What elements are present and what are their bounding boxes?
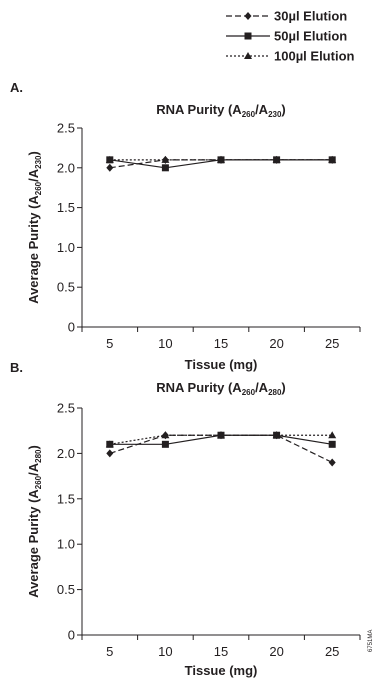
panel-label: B. (10, 360, 23, 375)
legend-entry: 100µl Elution (226, 49, 355, 64)
y-tick-label: 2.0 (57, 446, 75, 461)
legend-entry: 50µl Elution (226, 29, 347, 44)
x-tick-label: 20 (269, 644, 283, 659)
legend-marker (244, 12, 252, 20)
x-tick-label: 5 (106, 644, 113, 659)
y-tick-label: 2.5 (57, 401, 75, 416)
legend-label: 50µl Elution (274, 29, 347, 44)
x-axis-title: Tissue (mg) (185, 663, 258, 678)
data-point (105, 440, 114, 448)
y-tick-label: 1.0 (57, 240, 75, 255)
panel-label: A. (10, 80, 23, 95)
x-tick-label: 25 (325, 644, 339, 659)
data-point (161, 440, 169, 448)
data-point (328, 431, 337, 439)
data-point (161, 155, 170, 163)
x-tick-label: 15 (214, 644, 228, 659)
x-axis-title: Tissue (mg) (185, 357, 258, 372)
series-line (109, 434, 333, 464)
legend-marker (244, 32, 252, 40)
x-tick-label: 10 (158, 336, 172, 351)
data-point (328, 458, 336, 467)
data-point (105, 155, 114, 163)
chart-b: B. RNA Purity (A260/A280) 0 0.5 1.0 1.5 2.0 2.5… (10, 360, 361, 678)
legend: 30µl Elution 50µl Elution 100µl Elution (226, 9, 355, 64)
legend-marker (244, 52, 252, 59)
x-tick-label: 5 (106, 336, 113, 351)
series (105, 155, 337, 163)
y-tick-label: 2.0 (57, 160, 75, 175)
y-tick-label: 0 (68, 320, 75, 335)
data-point (106, 163, 114, 172)
y-tick-label: 0 (68, 628, 75, 643)
y-tick-label: 0.5 (57, 280, 75, 295)
data-point (328, 155, 337, 163)
y-axis-title: Average Purity (A260/A280) (26, 445, 43, 598)
data-point (217, 155, 225, 163)
x-tick-label: 10 (158, 644, 172, 659)
data-point (272, 155, 281, 163)
y-tick-label: 0.5 (57, 582, 75, 597)
series-line (109, 434, 333, 445)
chart-title: RNA Purity (A260/A280) (156, 380, 286, 397)
y-tick-label: 1.5 (57, 491, 75, 506)
data-point (328, 440, 336, 448)
series (105, 431, 337, 448)
x-tick-label: 25 (325, 336, 339, 351)
x-tick-label: 20 (269, 336, 283, 351)
data-point (161, 164, 169, 172)
data-point (106, 449, 114, 458)
data-point (161, 431, 170, 439)
y-tick-label: 1.0 (57, 537, 75, 552)
y-axis-title: Average Purity (A260/A230) (26, 151, 43, 304)
chart-title: RNA Purity (A260/A230) (156, 102, 286, 119)
legend-entry: 30µl Elution (226, 9, 347, 24)
data-point (272, 431, 281, 439)
chart-a: A. RNA Purity (A260/A230) 0 0.5 1.0 1.5 2.0 2.5… (10, 80, 361, 372)
y-tick-label: 1.5 (57, 200, 75, 215)
legend-label: 30µl Elution (274, 9, 347, 24)
legend-label: 100µl Elution (274, 49, 355, 64)
x-tick-label: 15 (214, 336, 228, 351)
data-point (217, 431, 225, 439)
figure-code: 6751MA (368, 630, 374, 652)
y-tick-label: 2.5 (57, 121, 75, 136)
